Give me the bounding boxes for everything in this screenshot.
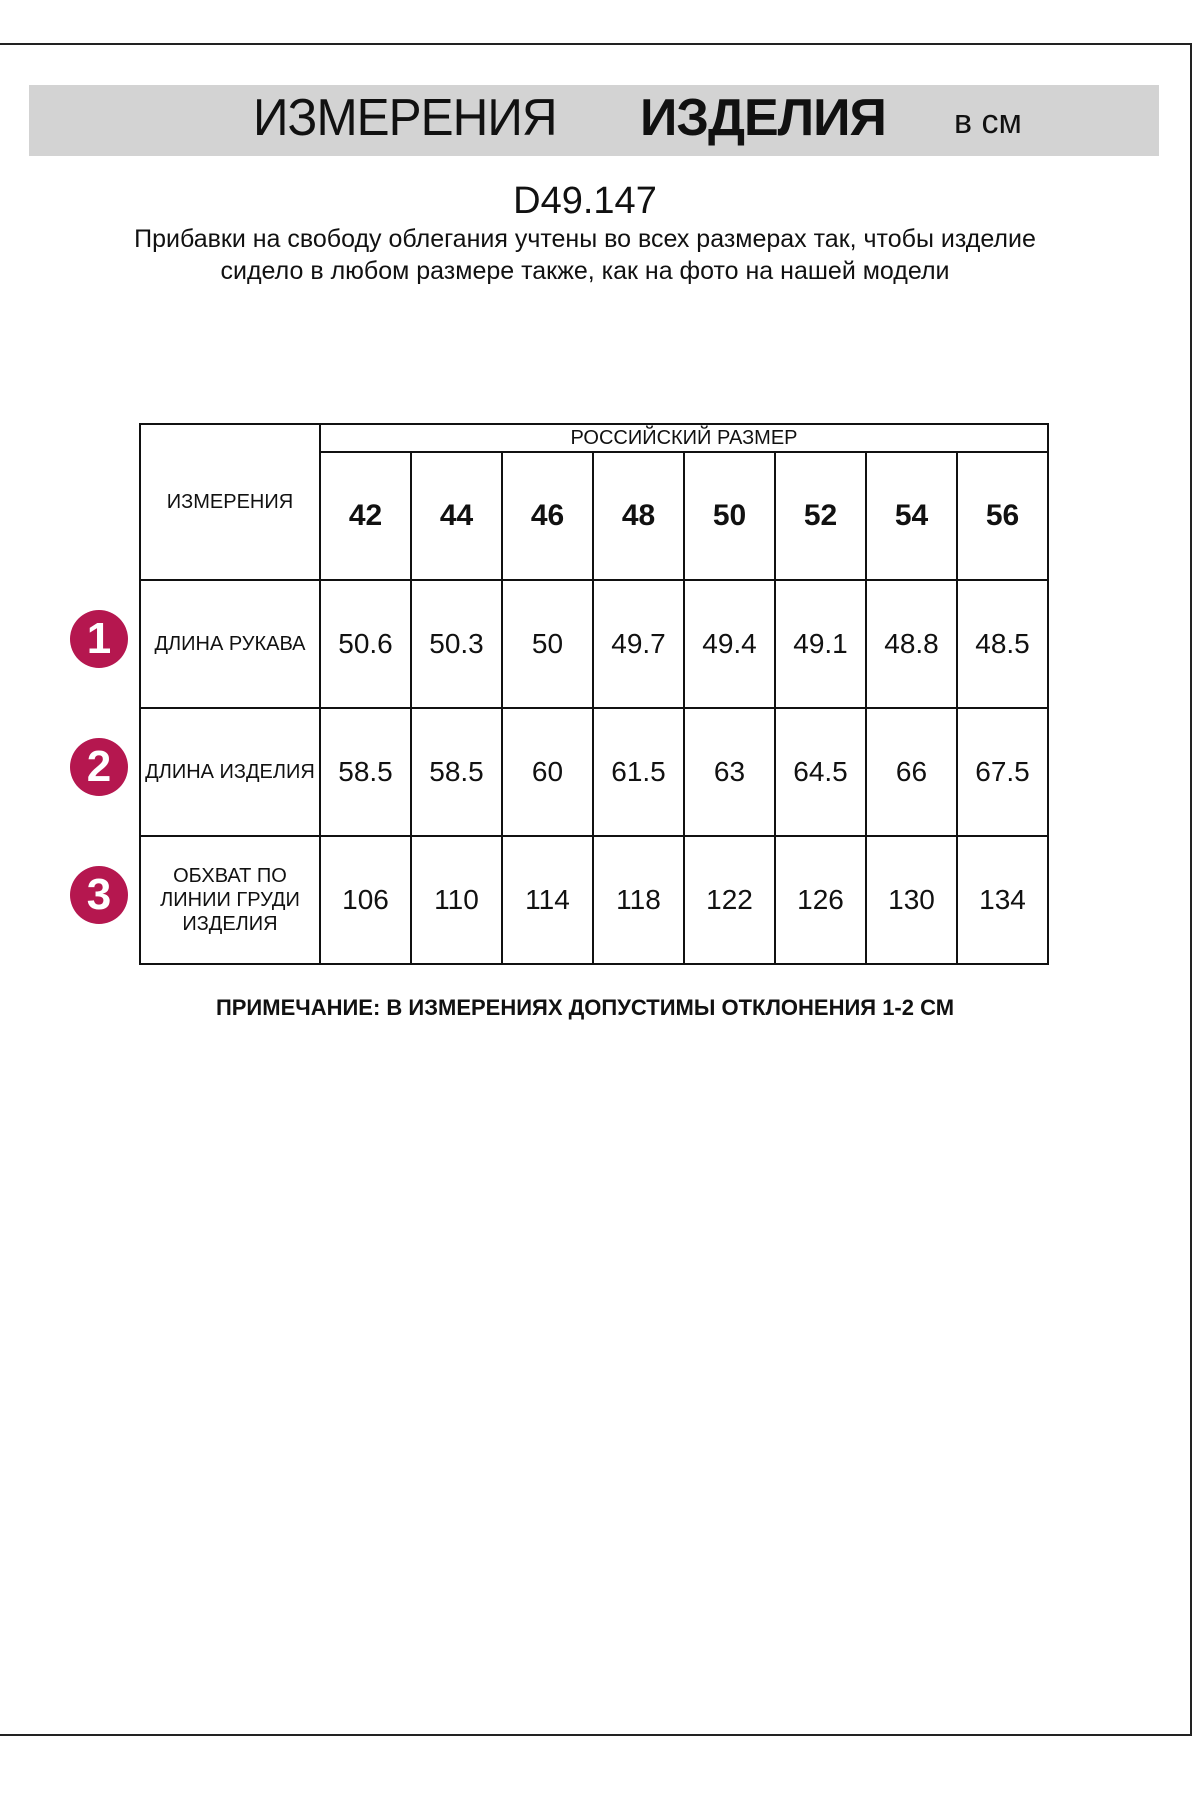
row-number-badge: 3 xyxy=(70,866,128,924)
size-header: 56 xyxy=(956,451,1049,581)
title-bold: ИЗДЕЛИЯ xyxy=(640,89,887,147)
measurement-value: 50 xyxy=(501,579,594,709)
title-banner xyxy=(29,85,1159,156)
measurement-label: ОБХВАТ ПО ЛИНИИ ГРУДИ ИЗДЕЛИЯ xyxy=(139,835,321,965)
measurement-value: 118 xyxy=(592,835,685,965)
title-regular: ИЗМЕРЕНИЯ xyxy=(253,89,558,147)
table-row: ДЛИНА ИЗДЕЛИЯ 58.5 58.5 60 61.5 63 64.5 66 67.5 xyxy=(139,707,1049,837)
page-frame xyxy=(0,43,1192,1736)
row-number-badge: 2 xyxy=(70,738,128,796)
measurement-value: 66 xyxy=(865,707,958,837)
measurement-value: 58.5 xyxy=(319,707,412,837)
size-group-label: РОССИЙСКИЙ РАЗМЕР xyxy=(319,423,1049,453)
size-header: 44 xyxy=(410,451,503,581)
measurement-value: 134 xyxy=(956,835,1049,965)
table-row: ОБХВАТ ПО ЛИНИИ ГРУДИ ИЗДЕЛИЯ 106 110 114 11… xyxy=(139,835,1049,965)
measurement-value: 49.1 xyxy=(774,579,867,709)
measurement-value: 48.8 xyxy=(865,579,958,709)
measurement-value: 50.3 xyxy=(410,579,503,709)
measurement-value: 114 xyxy=(501,835,594,965)
measurement-value: 130 xyxy=(865,835,958,965)
title-unit: в см xyxy=(954,103,1022,141)
corner-label: ИЗМЕРЕНИЯ xyxy=(139,423,321,581)
measurement-value: 49.7 xyxy=(592,579,685,709)
size-header: 52 xyxy=(774,451,867,581)
measurement-label: ДЛИНА ИЗДЕЛИЯ xyxy=(139,707,321,837)
size-header: 50 xyxy=(683,451,776,581)
size-header: 48 xyxy=(592,451,685,581)
note: ПРИМЕЧАНИЕ: В ИЗМЕРЕНИЯХ ДОПУСТИМЫ ОТКЛО… xyxy=(215,995,955,1020)
measurement-label: ДЛИНА РУКАВА xyxy=(139,579,321,709)
measurement-value: 60 xyxy=(501,707,594,837)
size-header: 42 xyxy=(319,451,412,581)
measurement-value: 126 xyxy=(774,835,867,965)
measurement-value: 106 xyxy=(319,835,412,965)
measurement-value: 49.4 xyxy=(683,579,776,709)
measurement-value: 64.5 xyxy=(774,707,867,837)
measurement-value: 61.5 xyxy=(592,707,685,837)
table-row: ДЛИНА РУКАВА 50.6 50.3 50 49.7 49.4 49.1 48.8 48… xyxy=(139,579,1049,709)
size-table: ИЗМЕРЕНИЯ РОССИЙСКИЙ РАЗМЕР 42 44 46 48 50 52… xyxy=(139,423,1049,965)
measurement-value: 63 xyxy=(683,707,776,837)
measurement-value: 122 xyxy=(683,835,776,965)
measurement-value: 110 xyxy=(410,835,503,965)
size-header: 46 xyxy=(501,451,594,581)
measurement-value: 50.6 xyxy=(319,579,412,709)
product-code: D49.147 xyxy=(513,180,657,222)
row-number-badge: 1 xyxy=(70,610,128,668)
description: Прибавки на свободу облегания учтены во … xyxy=(134,225,1036,285)
measurement-value: 67.5 xyxy=(956,707,1049,837)
measurement-value: 58.5 xyxy=(410,707,503,837)
measurement-value: 48.5 xyxy=(956,579,1049,709)
size-header: 54 xyxy=(865,451,958,581)
